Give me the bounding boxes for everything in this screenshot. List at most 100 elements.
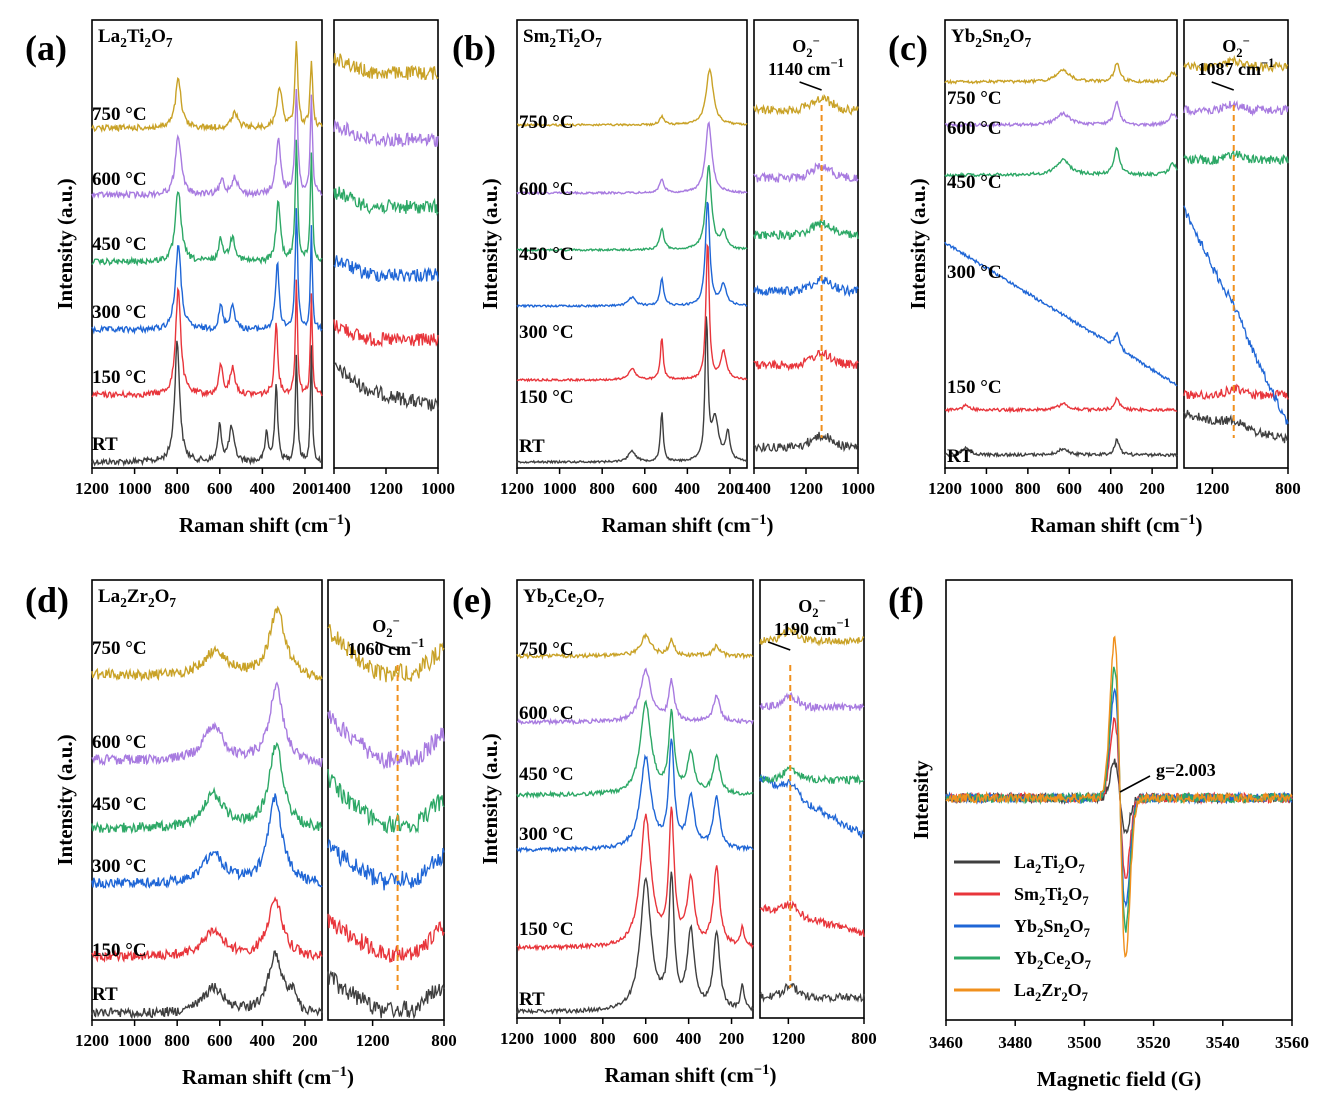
x-axis-label: Raman shift (cm−1) bbox=[182, 1064, 354, 1089]
spectrum-line-750 bbox=[516, 67, 748, 128]
o2-symbol: O bbox=[1222, 36, 1236, 56]
element-symbol: O bbox=[155, 586, 170, 607]
subscript: 7 bbox=[1078, 862, 1084, 876]
inset-line-300 bbox=[333, 255, 439, 283]
x-tick-label: 400 bbox=[1098, 479, 1124, 498]
inset-line-450 bbox=[327, 768, 445, 834]
subscript: 7 bbox=[1085, 958, 1091, 972]
x-tick-label: 1000 bbox=[118, 479, 152, 498]
element-symbol: O bbox=[1010, 26, 1025, 47]
plot-frame-right bbox=[327, 579, 445, 1021]
inset-line-300 bbox=[753, 276, 859, 298]
element-symbol: La bbox=[98, 586, 121, 607]
spectrum-line-RT bbox=[91, 340, 323, 467]
inset-line-RT bbox=[333, 362, 439, 412]
panel-label: (d) bbox=[25, 580, 69, 620]
spectrum-line-150 bbox=[945, 396, 1178, 414]
compound-label: Yb2Sn2O7 bbox=[951, 26, 1032, 50]
x-tick-label: 400 bbox=[250, 479, 276, 498]
inset-line-600 bbox=[753, 162, 859, 183]
x-tick-label: 3560 bbox=[1275, 1033, 1309, 1052]
panel-f: (f) 3460 3480 3500 3520 3540 3560 Magnetic fiel… bbox=[888, 579, 1309, 1091]
x-axis-label-main: Raman shift (cm bbox=[601, 513, 751, 537]
o2-arrow bbox=[799, 81, 822, 91]
element-symbol: La bbox=[98, 26, 121, 47]
x-tick-label: 3540 bbox=[1206, 1033, 1240, 1052]
x-tick-label: 600 bbox=[207, 1031, 233, 1050]
x-axis-label-end: ) bbox=[344, 513, 351, 537]
compound-label: La2Ti2O7 bbox=[98, 26, 173, 50]
spectrum-line-750 bbox=[944, 62, 1178, 85]
spectrum-line-600 bbox=[91, 681, 323, 768]
x-axis-label-sup: −1 bbox=[331, 1064, 347, 1080]
plot-frame-right bbox=[753, 19, 859, 469]
x-tick-label-right: 1200 bbox=[356, 1031, 390, 1050]
spectrum-line-750 bbox=[91, 605, 323, 682]
element-symbol: La bbox=[1014, 852, 1035, 872]
temperature-label: RT bbox=[92, 434, 118, 455]
g-factor-label: g=2.003 bbox=[1156, 760, 1216, 780]
temperature-label: 300 °C bbox=[92, 856, 147, 877]
subscript: 2 bbox=[975, 35, 982, 50]
spectrum-line-450 bbox=[91, 139, 323, 267]
inset-line-150 bbox=[753, 349, 859, 372]
inset-line-RT bbox=[1183, 409, 1289, 444]
inset-line-300 bbox=[1183, 205, 1289, 425]
plot-frame-left bbox=[91, 579, 323, 1021]
x-tick-label: 200 bbox=[1139, 479, 1165, 498]
element-symbol: Ce bbox=[1043, 948, 1064, 968]
x-tick-label: 3460 bbox=[929, 1033, 963, 1052]
spectrum-line-450 bbox=[91, 741, 323, 835]
o2-symbol: O bbox=[798, 596, 812, 616]
x-tick-label: 1200 bbox=[500, 479, 534, 498]
x-axis-label-main: Raman shift (cm bbox=[604, 1063, 754, 1087]
x-tick-label: 200 bbox=[292, 1031, 318, 1050]
x-tick-label: 200 bbox=[717, 479, 743, 498]
o2-wavenumber-sup: −1 bbox=[1261, 56, 1274, 70]
legend-label: Yb2Ce2O7 bbox=[1014, 948, 1091, 972]
element-symbol: O bbox=[580, 26, 595, 47]
o2-superscript: − bbox=[1243, 34, 1250, 48]
x-tick-label-right: 1200 bbox=[771, 1029, 805, 1048]
plot-frame-right bbox=[759, 579, 865, 1019]
temperature-label: 750 °C bbox=[92, 104, 147, 125]
inset-line-RT bbox=[759, 982, 865, 1004]
temperature-label: 450 °C bbox=[519, 764, 574, 785]
element-symbol: Zr bbox=[127, 586, 149, 607]
subscript: 2 bbox=[1064, 958, 1070, 972]
y-axis-label: Intensity (a.u.) bbox=[478, 733, 502, 864]
x-tick-label: 1200 bbox=[75, 1031, 109, 1050]
plot-frame bbox=[945, 579, 1293, 1021]
o2-symbol: O bbox=[372, 616, 386, 636]
inset-line-750 bbox=[759, 626, 865, 647]
spectrum-line-600 bbox=[516, 121, 748, 196]
spectrum-line-600 bbox=[91, 88, 323, 200]
o2-wavenumber-label: 1190 cm−1 bbox=[774, 616, 850, 639]
x-tick-label: 1000 bbox=[543, 479, 577, 498]
inset-line-300 bbox=[327, 838, 445, 891]
x-axis-label-main: Raman shift (cm bbox=[179, 513, 329, 537]
temperature-label: 150 °C bbox=[519, 919, 574, 940]
spectrum-line-300 bbox=[91, 208, 323, 335]
x-axis-label-end: ) bbox=[1196, 513, 1203, 537]
x-axis-label-sup: −1 bbox=[754, 1062, 770, 1078]
temperature-label: 150 °C bbox=[519, 387, 574, 408]
panel-label: (f) bbox=[888, 580, 924, 620]
x-tick-label: 1000 bbox=[543, 1029, 577, 1048]
inset-line-300 bbox=[759, 774, 865, 839]
inset-line-150 bbox=[327, 913, 445, 963]
subscript: 2 bbox=[120, 595, 127, 610]
o2-species-label: O2− bbox=[792, 34, 820, 60]
o2-subscript: 2 bbox=[812, 606, 818, 620]
x-axis-label: Magnetic field (G) bbox=[1037, 1067, 1201, 1091]
temperature-label: 450 °C bbox=[92, 234, 147, 255]
x-tick-label: 400 bbox=[250, 1031, 276, 1050]
spectrum-line-450 bbox=[516, 699, 754, 799]
x-axis-label: Raman shift (cm−1) bbox=[601, 512, 773, 537]
o2-wavenumber-label: 1087 cm−1 bbox=[1198, 56, 1275, 79]
temperature-label: 600 °C bbox=[519, 179, 574, 200]
o2-subscript: 2 bbox=[806, 46, 812, 60]
